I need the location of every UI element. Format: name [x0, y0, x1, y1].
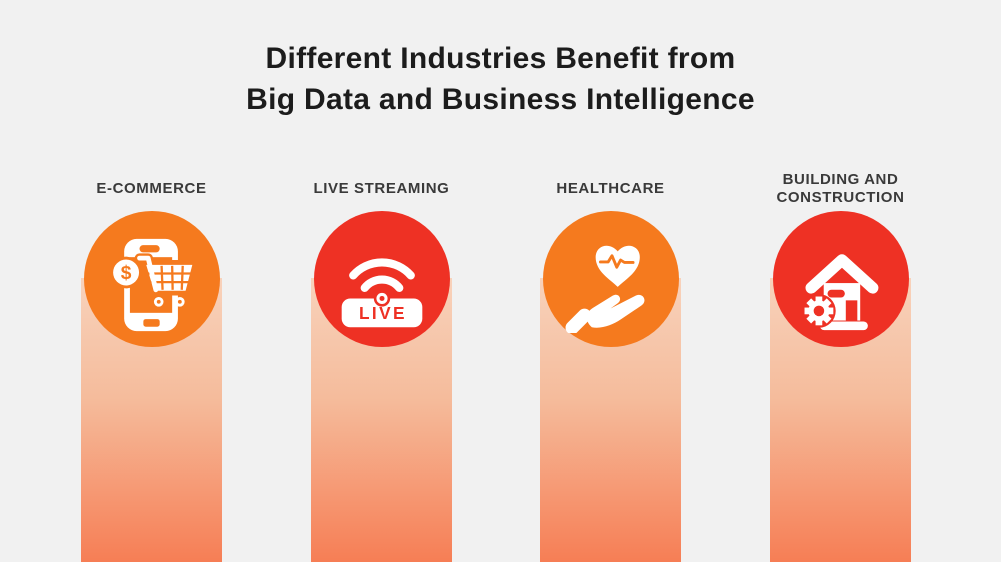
title-line-1: Different Industries Benefit from [265, 42, 736, 75]
column-building-construction: BUILDING AND CONSTRUCTION [770, 0, 911, 562]
live-badge-text: LIVE [358, 303, 406, 323]
column-healthcare: HEALTHCARE [540, 0, 681, 562]
ecommerce-circle: $ [83, 211, 220, 347]
healthcare-circle [542, 211, 679, 347]
title-line-2: Big Data and Business Intelligence [246, 83, 755, 116]
page-title: Different Industries Benefit from Big Da… [0, 38, 1001, 120]
column-label-healthcare: HEALTHCARE [556, 180, 665, 197]
building-circle [772, 211, 909, 347]
dollar-symbol: $ [120, 263, 131, 284]
live-broadcast-icon: LIVE [341, 258, 422, 328]
heart-in-hand-icon [565, 245, 644, 333]
house-gear-icon [801, 254, 878, 331]
column-ecommerce: E-COMMERCE [81, 0, 222, 562]
column-label-building-construction: BUILDING AND CONSTRUCTION [776, 171, 905, 206]
live-streaming-circle: LIVE [313, 211, 450, 347]
column-label-live-streaming: LIVE STREAMING [313, 180, 450, 197]
mobile-shopping-cart-icon: $ [109, 238, 197, 332]
column-label-ecommerce: E-COMMERCE [96, 180, 207, 197]
column-live-streaming: LIVE STREAMING LIVE [311, 0, 452, 562]
